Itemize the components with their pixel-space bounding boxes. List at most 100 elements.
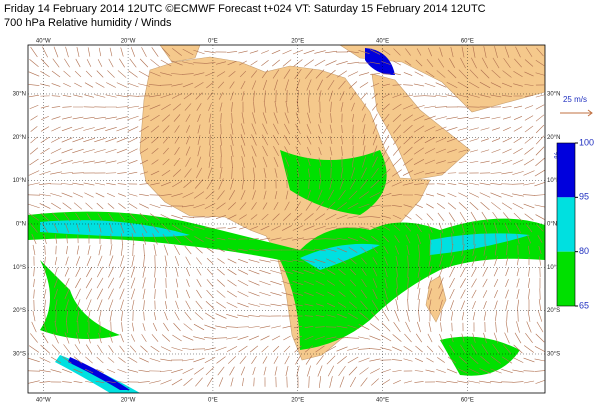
wind-arrow <box>512 193 524 197</box>
wind-arrow <box>62 116 72 120</box>
wind-arrow <box>418 255 420 267</box>
wind-arrow <box>517 299 519 311</box>
wind-arrow <box>469 69 479 79</box>
wind-arrow <box>327 79 335 91</box>
wind-arrow <box>536 47 544 57</box>
wind-arrow <box>349 279 357 287</box>
wind-arrow <box>149 71 161 77</box>
wind-arrow <box>358 348 370 350</box>
wind-arrow <box>272 345 280 353</box>
wind-arrow <box>281 259 293 263</box>
wind-arrow <box>440 310 442 322</box>
wind-arrow <box>317 189 323 201</box>
wind-arrow <box>304 292 314 296</box>
wind-arrow <box>182 215 194 219</box>
wind-arrow <box>450 333 454 343</box>
wind-arrow <box>506 310 508 322</box>
wind-arrow <box>72 116 84 120</box>
wind-arrow <box>61 368 73 374</box>
wind-arrow <box>292 259 304 263</box>
wind-arrow <box>185 114 191 122</box>
humidity-moist <box>40 220 530 270</box>
wind-arrow <box>306 146 312 156</box>
wind-arrow <box>205 366 215 376</box>
wind-arrow <box>96 288 104 300</box>
wind-arrow <box>369 358 381 362</box>
wind-arrow <box>226 326 238 328</box>
wind-arrow <box>425 70 435 78</box>
wind-arrow <box>513 116 523 120</box>
wind-arrow <box>261 69 269 79</box>
wind-arrow <box>392 94 402 98</box>
wind-arrow <box>127 95 139 97</box>
wind-arrow <box>274 168 278 178</box>
wind-arrow <box>535 380 545 384</box>
wind-arrow <box>40 105 50 109</box>
wind-arrow <box>292 270 304 274</box>
colorbar-swatch <box>557 197 575 252</box>
wind-arrow <box>535 72 545 76</box>
wind-arrow <box>203 337 217 339</box>
wind-arrow <box>502 137 512 143</box>
wind-arrow <box>204 347 216 351</box>
wind-arrow <box>347 347 359 351</box>
wind-arrow <box>479 380 491 384</box>
wind-arrow <box>75 267 81 277</box>
lat-label-left: 30°N <box>13 92 26 98</box>
wind-arrow <box>108 266 114 278</box>
wind-arrow <box>253 101 255 113</box>
wind-arrow <box>263 366 267 376</box>
wind-arrow <box>495 321 497 333</box>
colorbar-unit: % <box>552 151 561 158</box>
wind-arrow <box>469 201 479 211</box>
wind-arrow <box>52 58 60 68</box>
wind-arrow <box>185 289 191 299</box>
lon-label-bottom: 40°W <box>36 398 51 404</box>
wind-arrow <box>439 333 443 343</box>
wind-arrow <box>206 279 214 287</box>
wind-arrow <box>182 204 194 208</box>
wind-arrow <box>381 225 391 231</box>
wind-arrow <box>43 321 47 333</box>
wind-arrow <box>283 69 291 79</box>
wind-arrow <box>308 101 310 113</box>
wind-arrow <box>33 289 35 299</box>
wind-arrow <box>30 115 38 121</box>
wind-arrow <box>523 203 535 209</box>
wind-arrow <box>481 211 489 223</box>
wind-arrow <box>339 91 345 101</box>
wind-arrow <box>403 358 413 362</box>
wind-arrow <box>304 303 314 307</box>
wind-arrow <box>483 332 487 344</box>
wind-arrow <box>65 223 69 233</box>
wind-arrow <box>338 190 346 200</box>
wind-arrow <box>437 212 445 222</box>
humidity-patch <box>280 150 387 215</box>
wind-arrow <box>63 212 71 222</box>
wind-arrow <box>501 159 513 165</box>
wind-arrow <box>94 160 106 164</box>
wind-arrow <box>98 332 102 344</box>
wind-arrow <box>490 160 502 164</box>
wind-arrow <box>237 258 249 264</box>
wind-arrow <box>171 73 183 75</box>
wind-arrow <box>338 80 346 90</box>
wind-arrow <box>372 288 378 300</box>
wind-arrow <box>43 289 47 299</box>
wind-arrow <box>414 71 424 77</box>
wind-arrow <box>282 59 292 67</box>
wind-arrow <box>535 60 545 66</box>
wind-arrow <box>273 202 279 210</box>
wind-arrow <box>84 368 94 374</box>
wind-arrow <box>39 170 51 176</box>
wind-arrow <box>139 203 149 209</box>
wind-arrow <box>458 202 468 210</box>
wind-arrow <box>480 116 490 120</box>
wind-arrow <box>492 57 500 69</box>
wind-arrow <box>185 300 191 310</box>
wind-arrow <box>424 148 436 154</box>
wind-arrow <box>253 377 255 387</box>
wind-arrow <box>428 299 432 311</box>
wind-arrow <box>127 115 139 121</box>
wind-arrow <box>271 335 281 341</box>
